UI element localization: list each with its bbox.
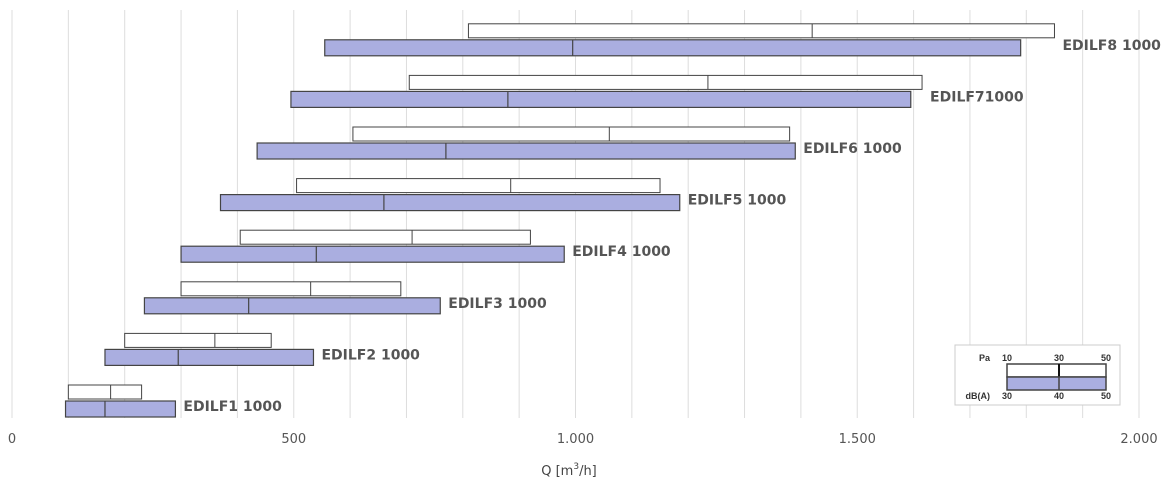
legend-pa-bar bbox=[1006, 363, 1107, 378]
legend-pa-tick-30: 30 bbox=[1054, 353, 1064, 363]
legend-db-tick-40: 40 bbox=[1054, 391, 1064, 401]
bar-group: EDILF1 1000 bbox=[64, 384, 282, 418]
legend-db-label: dB(A) bbox=[966, 391, 991, 401]
x-tick-label: 500 bbox=[281, 432, 306, 447]
db-range-bar bbox=[64, 400, 177, 418]
legend-box: Pa 10 30 50 dB(A) 30 40 50 bbox=[954, 344, 1121, 406]
db-range-bar bbox=[256, 142, 796, 160]
legend-pa-tick-10: 10 bbox=[1002, 353, 1012, 363]
legend-pa-label: Pa bbox=[979, 353, 991, 363]
range-bars: EDILF1 1000 EDILF2 1000 EDILF3 1000 EDILF4 … bbox=[64, 23, 1161, 418]
x-tick-label: 2.000 bbox=[1120, 432, 1157, 447]
db-range-bar bbox=[219, 194, 681, 212]
series-label: EDILF4 1000 bbox=[572, 244, 671, 260]
legend-db-tick-50: 50 bbox=[1101, 391, 1111, 401]
pa-range-bar bbox=[352, 126, 791, 142]
series-label: EDILF2 1000 bbox=[321, 347, 420, 363]
x-tick-label: 0 bbox=[8, 432, 16, 447]
x-axis-title-suffix: /h] bbox=[579, 464, 597, 479]
pa-range-bar bbox=[467, 23, 1055, 39]
bar-group: EDILF3 1000 bbox=[143, 281, 547, 315]
db-range-bar bbox=[290, 90, 912, 109]
pa-range-bar bbox=[239, 229, 531, 245]
bar-group: EDILF4 1000 bbox=[180, 229, 671, 263]
bar-group: EDILF2 1000 bbox=[104, 332, 420, 366]
legend-pa-tick-50: 50 bbox=[1101, 353, 1111, 363]
series-label: EDILF5 1000 bbox=[688, 193, 787, 209]
pa-range-bar bbox=[180, 281, 402, 297]
pa-range-bar bbox=[67, 384, 143, 400]
pa-range-bar bbox=[296, 178, 661, 194]
legend-db-bar bbox=[1006, 376, 1107, 391]
x-axis-title: Q [m3/h] bbox=[541, 462, 597, 479]
pa-range-bar bbox=[124, 332, 272, 348]
x-tick-labels: 0 500 1.000 1.500 2.000 bbox=[8, 432, 1158, 447]
bar-group: EDILF71000 bbox=[290, 74, 1024, 109]
series-label: EDILF1 1000 bbox=[183, 399, 282, 415]
series-label: EDILF71000 bbox=[930, 89, 1024, 105]
series-label: EDILF8 1000 bbox=[1062, 38, 1161, 54]
bar-group: EDILF5 1000 bbox=[219, 178, 787, 212]
db-range-bar bbox=[143, 297, 441, 315]
x-axis-title-sup: 3 bbox=[573, 462, 579, 472]
series-label: EDILF3 1000 bbox=[448, 296, 547, 312]
bar-group: EDILF6 1000 bbox=[256, 126, 902, 160]
db-range-bar bbox=[104, 348, 315, 366]
x-tick-label: 1.000 bbox=[557, 432, 594, 447]
pa-range-bar bbox=[408, 74, 923, 90]
bar-group: EDILF8 1000 bbox=[324, 23, 1161, 57]
x-tick-label: 1.500 bbox=[839, 432, 876, 447]
db-range-bar bbox=[324, 39, 1022, 57]
series-label: EDILF6 1000 bbox=[803, 141, 902, 157]
x-axis-title-prefix: Q [m bbox=[541, 464, 573, 479]
db-range-bar bbox=[180, 245, 565, 263]
legend-db-tick-30: 30 bbox=[1002, 391, 1012, 401]
